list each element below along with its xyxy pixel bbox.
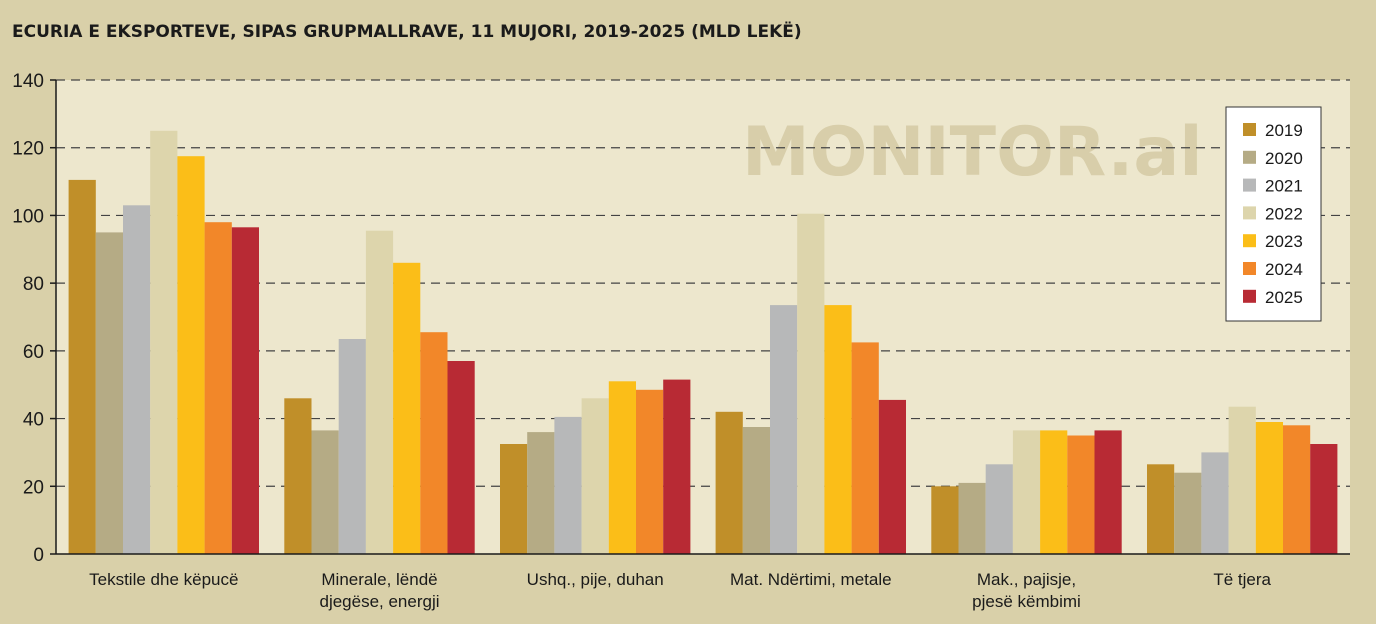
legend-swatch-2023 [1243,234,1256,248]
bar-2023 [824,305,852,554]
y-tick-label: 20 [23,477,44,498]
category-label: Ushq., pije, duhan [527,570,664,589]
bar-2024 [204,222,232,554]
legend-label-2021: 2021 [1265,177,1303,196]
bar-2021 [123,205,151,555]
legend-swatch-2019 [1243,123,1256,136]
bar-2023 [608,381,636,554]
bar-2023 [1040,430,1068,554]
bar-2020 [958,482,986,554]
legend-label-2022: 2022 [1265,204,1303,223]
bar-2020 [311,430,339,554]
category-label: Mak., pajisje, [977,570,1076,589]
legend-label-2025: 2025 [1265,288,1303,307]
bar-2024 [1067,435,1095,554]
bar-2022 [581,398,609,554]
category-label: Minerale, lëndë [321,570,437,589]
category-label: Mat. Ndërtimi, metale [730,570,892,589]
legend-label-2023: 2023 [1265,232,1303,251]
category-label: Tekstile dhe këpucë [89,570,238,589]
y-tick-label: 60 [23,342,44,363]
bar-2025 [663,379,691,554]
bar-2019 [284,398,312,554]
legend-swatch-2024 [1243,262,1256,275]
bar-2021 [554,416,582,554]
legend-label-2019: 2019 [1265,121,1303,140]
bar-2020 [95,232,123,554]
bar-2022 [797,213,825,554]
x-axis-labels: Tekstile dhe këpucë Minerale, lëndë djegës… [89,570,1271,611]
category-label: Të tjera [1213,570,1271,589]
y-tick-label: 0 [33,545,44,566]
bar-2021 [1201,452,1229,554]
chart-title: ECURIA E EKSPORTEVE, SIPAS GRUPMALLRAVE,… [12,20,802,42]
y-tick-label: 140 [12,71,44,92]
y-axis-ticks: 0 20 40 60 80 100 120 140 [12,71,56,566]
bar-2025 [231,227,259,555]
bar-2025 [1310,444,1338,554]
bar-2024 [636,389,664,554]
bar-2019 [500,444,528,554]
bar-2021 [985,464,1013,554]
bar-2024 [420,332,448,554]
bar-2023 [1255,422,1283,554]
legend-box [1225,106,1322,322]
legend-swatch-2021 [1243,178,1256,192]
bar-2025 [1094,430,1122,554]
bars [68,130,1338,555]
bar-2023 [177,156,205,554]
bar-2020 [742,427,770,554]
legend-swatch-2022 [1243,206,1256,220]
bar-2024 [851,342,879,554]
legend-swatch-2020 [1243,150,1256,164]
legend-label-2024: 2024 [1265,260,1303,279]
y-tick-label: 120 [12,139,44,160]
bar-2019 [931,486,959,554]
bar-2025 [878,399,906,554]
y-tick-label: 80 [23,274,44,295]
category-label: djegëse, energji [319,592,439,611]
bar-2019 [68,179,96,554]
bar-2022 [365,230,394,554]
bar-2023 [393,262,421,554]
bar-2021 [338,339,366,554]
y-tick-label: 100 [12,206,44,227]
bar-2021 [770,305,798,554]
bar-2022 [1228,406,1256,554]
bar-2020 [527,432,555,554]
category-label: pjesë këmbimi [972,592,1081,611]
watermark: MONITOR.al [742,113,1203,192]
legend-swatch-2025 [1243,289,1256,303]
bar-2019 [1147,464,1175,554]
legend: 2019 2020 2021 2022 2023 2024 2025 [1225,106,1322,322]
bar-2022 [1012,430,1041,554]
legend-label-2020: 2020 [1265,149,1303,168]
bar-2025 [447,361,475,554]
bar-2022 [150,130,178,555]
bar-2020 [1174,472,1202,554]
bar-2024 [1283,425,1311,554]
bar-2019 [715,411,743,554]
plot-area [56,80,1350,554]
y-tick-label: 40 [23,410,44,431]
gridlines [56,79,1350,487]
